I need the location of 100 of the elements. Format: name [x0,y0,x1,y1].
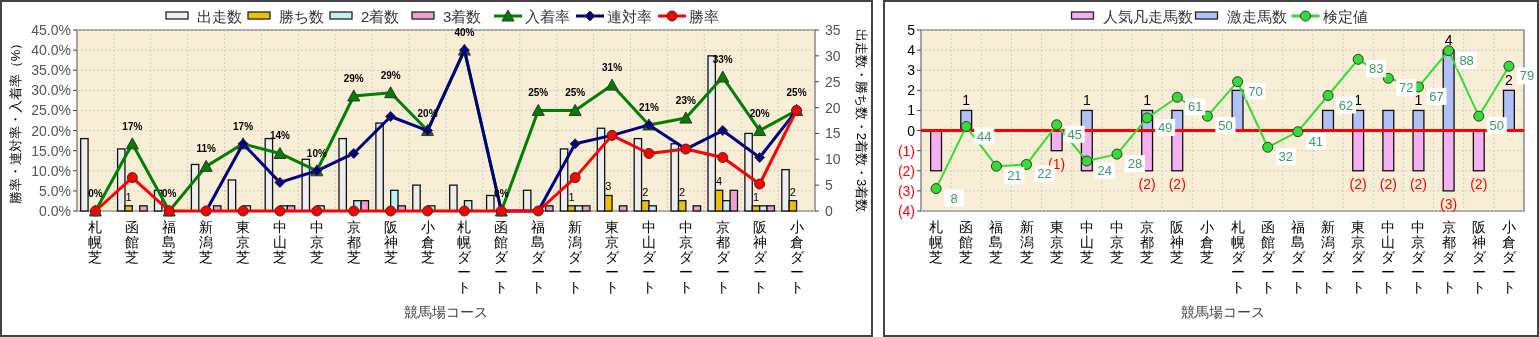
x-tick-label: 福島芝 [162,219,177,265]
data-label: 31% [602,62,623,74]
y-tick-label: 10.0% [31,162,71,179]
data-label: 62 [1338,97,1354,113]
x-tick-label: 阪神芝 [383,219,398,265]
x-tick-label: 函館芝 [959,219,974,265]
legend-label: 勝ち数 [279,8,324,25]
data-label: 0% [162,188,177,199]
data-label: 44 [976,128,992,144]
data-label: 83 [1368,61,1384,77]
data-label: 3 [605,180,612,193]
x-tick-label: 札幌ダート [1230,219,1246,295]
x-tick-label: 中山芝 [272,219,287,265]
data-label: 29% [380,69,401,81]
x-tick-label: 函館ダート [494,219,510,295]
x-tick-label: 新潟芝 [1019,219,1034,265]
y2-tick-label: 25 [825,73,841,90]
y-tick-label: 0 [907,122,916,139]
data-label: 61 [1188,99,1203,115]
data-label: 1 [1414,92,1423,109]
y-tick-label: 2 [907,82,916,99]
y2-tick-label: 35 [825,22,841,38]
data-label: 72 [1399,80,1414,96]
data-label: (2) [1168,175,1186,192]
data-label: 50 [1489,118,1505,134]
data-label: 1 [568,190,575,203]
x-tick-label: 小倉ダート [789,219,805,295]
x-tick-label: 中山芝 [1079,219,1094,265]
data-label: 25% [528,87,549,99]
x-tick-label: 京都ダート [1441,219,1457,295]
data-label: 40% [454,27,475,39]
x-tick-label: 小倉ダート [1501,219,1517,295]
y-tick-label: 20.0% [31,122,71,139]
data-label: 88 [1459,52,1474,68]
legend-label: 検定値 [1322,8,1368,25]
y-tick-label: 45.0% [31,22,71,38]
x-axis-title: 競馬場コース [1180,304,1265,320]
x-tick-label: 中京芝 [1109,219,1124,265]
y-tick-label: 0.0% [39,203,71,219]
data-label: 22 [1037,166,1052,182]
x-tick-label: 京都芝 [346,219,361,265]
data-label: 2 [1505,72,1514,89]
y2-tick-label: 10 [825,151,841,168]
x-tick-label: 函館芝 [125,219,140,265]
x-tick-label: 中山ダート [1381,219,1397,295]
data-label: 1 [752,190,760,203]
legend-label: 連対率 [607,8,652,25]
y-tick-label: 5.0% [39,182,71,199]
y-tick-label: 40.0% [31,42,71,59]
x-axis-title: 競馬場コース [404,304,488,320]
data-label: 50 [1218,118,1233,134]
y2-tick-label: 20 [825,99,841,116]
data-label: (2) [1409,175,1428,192]
data-label: (2) [1379,175,1397,192]
y-axis-title: 勝率・連対率・入着率（%） [8,36,23,205]
legend-label: 出走数 [197,8,242,25]
data-label: 24 [1097,163,1113,179]
data-label: 21 [1007,168,1022,184]
x-tick-label: 中山ダート [641,219,657,295]
x-tick-label: 中京ダート [678,219,694,295]
y-tick-label: (3) [897,182,915,199]
y-tick-label: 4 [907,42,916,59]
x-tick-label: 札幌芝 [929,219,944,265]
data-label: 2 [679,185,686,198]
x-tick-label: 東京芝 [1049,219,1064,265]
data-label: 21% [638,101,660,113]
data-label: 25% [786,87,807,99]
y-tick-label: 35.0% [31,62,71,79]
legend-label: 人気凡走馬数 [1102,8,1193,25]
legend-label: 2着数 [361,8,400,25]
x-tick-label: 福島ダート [1290,219,1306,295]
x-tick-label: 函館ダート [1260,219,1276,295]
data-label: 23% [675,95,696,107]
data-label: 32 [1278,149,1293,165]
data-label: 2 [642,185,649,198]
y2-tick-label: 30 [825,47,841,64]
data-label: 1 [125,190,132,203]
legend-label: 3着数 [443,8,482,25]
y2-tick-label: 15 [825,125,841,142]
x-tick-label: 新潟ダート [1321,219,1337,295]
data-label: 17% [233,120,254,132]
x-tick-label: 阪神芝 [1170,219,1185,265]
data-label: 45 [1067,126,1082,142]
x-tick-label: 東京ダート [1351,219,1367,295]
data-label: 28 [1127,156,1143,172]
x-tick-label: 阪神ダート [752,219,768,295]
x-tick-label: 小倉芝 [420,219,435,265]
x-tick-label: 札幌ダート [457,219,473,295]
data-label: 14% [269,130,291,142]
x-tick-label: 東京ダート [605,219,621,295]
y-tick-label: 25.0% [31,102,71,119]
data-label: (2) [1138,175,1156,192]
legend-label: 入着率 [525,8,570,25]
y-tick-label: 15.0% [31,142,71,159]
data-label: 25% [565,87,586,99]
y-tick-label: 5 [907,22,916,38]
x-tick-label: 福島ダート [531,219,547,295]
legend-label: 勝率 [689,8,719,25]
x-tick-label: 中京ダート [1411,219,1427,295]
y-tick-label: 3 [907,62,916,79]
